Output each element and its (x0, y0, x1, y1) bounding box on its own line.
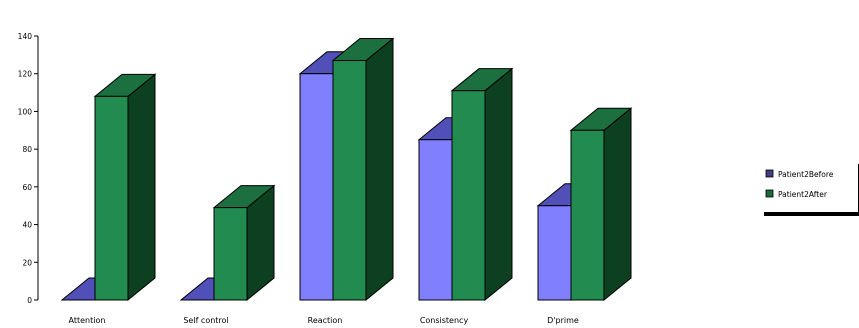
y-tick-label: 100 (18, 107, 33, 116)
y-tick-label: 0 (27, 296, 32, 305)
bar-Patient2After-Consistency (450, 67, 514, 302)
category-label: D'prime (547, 316, 579, 325)
legend-box (760, 160, 858, 212)
y-tick-label: 20 (22, 258, 32, 267)
category-label: Reaction (308, 316, 343, 325)
category-labels: Attention Self control Reaction Consistency… (69, 316, 579, 325)
bar-front (418, 139, 453, 301)
legend: Patient2Before Patient2After (760, 160, 859, 216)
bar-side (603, 107, 632, 302)
bar-front (299, 73, 334, 301)
legend-swatch (765, 189, 774, 198)
bar-side (127, 73, 156, 302)
bar-Patient2After-Selfcontrol (212, 184, 276, 302)
legend-label: Patient2Before (778, 170, 834, 179)
bars-layer (60, 37, 633, 302)
y-tick-label: 40 (22, 221, 32, 230)
bar-side (484, 67, 513, 302)
legend-items: Patient2Before Patient2After (765, 169, 834, 199)
legend-swatch (765, 169, 774, 178)
y-tick-label: 120 (18, 70, 33, 79)
category-label: Attention (69, 316, 106, 325)
bar-front (570, 129, 605, 301)
bar-front (94, 95, 129, 301)
y-tick-label: 80 (22, 145, 32, 154)
legend-label: Patient2After (778, 190, 828, 199)
bar-Patient2After-Dprime (569, 107, 633, 302)
y-tick-label: 140 (18, 32, 33, 41)
bar-front (451, 90, 486, 301)
bar-front (537, 205, 572, 301)
y-tick-label: 60 (22, 183, 32, 192)
bar-Patient2After-Reaction (331, 37, 395, 302)
bar-side (365, 37, 394, 302)
category-label: Self control (183, 316, 228, 325)
axis-layer: 0 20 40 60 80 100 120 140 (18, 32, 39, 305)
bar-front (213, 207, 248, 301)
bar-front (332, 60, 367, 301)
bar-Patient2After-Attention (93, 73, 157, 302)
category-label: Consistency (420, 316, 469, 325)
